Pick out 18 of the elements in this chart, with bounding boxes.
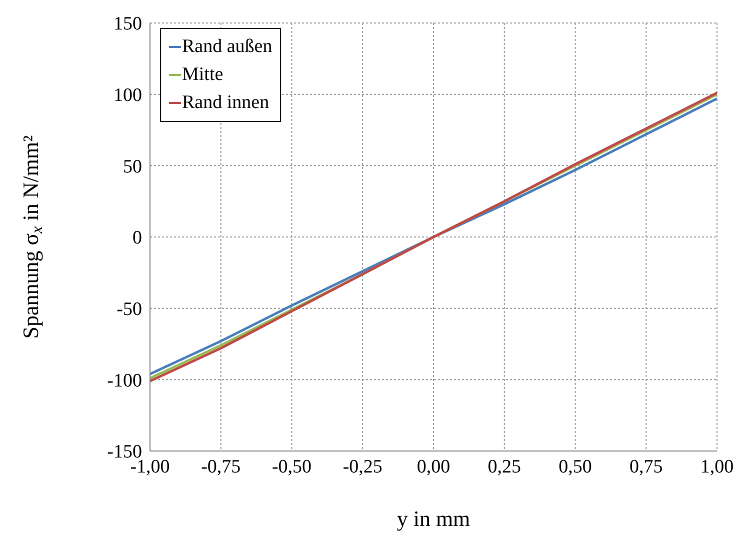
legend-label: Mitte bbox=[182, 63, 224, 87]
y-tick-label: 100 bbox=[114, 85, 142, 106]
x-axis-title: y in mm bbox=[396, 506, 470, 531]
x-tick-label: -0,25 bbox=[342, 456, 382, 478]
legend-label: Rand außen bbox=[182, 35, 272, 59]
x-tick-label: -0,75 bbox=[201, 456, 241, 478]
y-tick-label: 50 bbox=[123, 156, 142, 178]
y-tick-label: 0 bbox=[132, 228, 142, 249]
y-tick-label: -100 bbox=[107, 370, 142, 392]
legend-label: Rand innen bbox=[182, 91, 270, 115]
x-tick-label: 0,25 bbox=[488, 456, 521, 478]
y-tick-label: -50 bbox=[116, 299, 142, 320]
x-tick-label: -0,50 bbox=[272, 456, 312, 478]
x-tick-label: 0,50 bbox=[558, 456, 592, 478]
x-tick-label: 1,00 bbox=[700, 456, 734, 478]
x-tick-label: 0,00 bbox=[416, 456, 450, 478]
y-tick-label: 150 bbox=[114, 14, 142, 35]
x-tick-label: 0,75 bbox=[630, 456, 663, 478]
